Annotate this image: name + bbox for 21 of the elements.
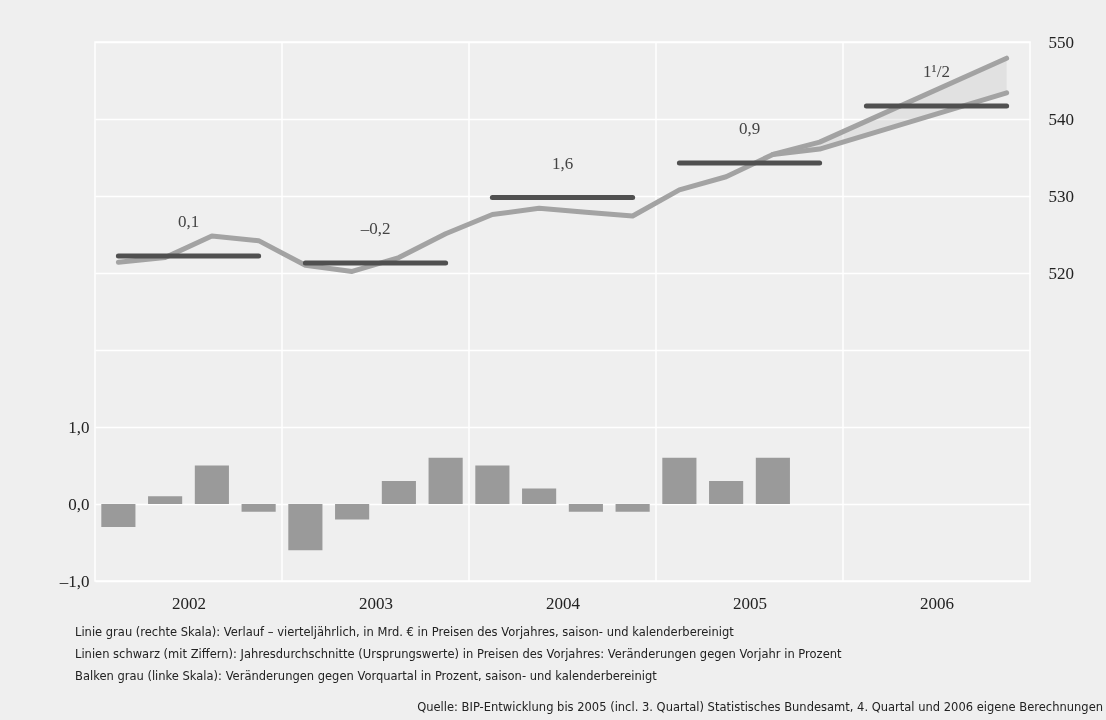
y2-tick-label: 550 xyxy=(1048,32,1074,52)
text: Balken grau (linke Skala): Veränderungen gegen Vorquartal in Prozent, saison- und kalenderbereinigt xyxy=(75,669,658,683)
text: Linie grau (rechte Skala): Verlauf – vierteljährlich, in Mrd. € in Preisen des Vorjahres, saison- und kalenderbereinigt xyxy=(75,625,735,639)
y2-tick-label: 530 xyxy=(1048,186,1074,206)
text: Linien schwarz (mit Ziffern): Jahresdurchschnitte (Ursprungswerte) in Preisen des Vorjahres: Veränderungen gegen Vorjahr in Prozent xyxy=(75,647,842,661)
x-tick-label: 2003 xyxy=(359,593,393,613)
x-tick-label: 2002 xyxy=(172,593,206,613)
series-label: 0,1 xyxy=(177,212,200,232)
series-label: 1,6 xyxy=(551,153,574,173)
x-tick-label: 2006 xyxy=(920,593,954,613)
x-tick-label: 2004 xyxy=(546,593,581,613)
y-tick-label: 0,0 xyxy=(68,494,90,514)
series-label: 0,9 xyxy=(738,118,761,138)
series-label: 1¹/2 xyxy=(923,61,950,81)
x-tick-label: 2005 xyxy=(733,593,767,613)
source-note: Quelle: BIP-Entwicklung bis 2005 (incl. 3. Quartal) Statistisches Bundesamt, 4. Quartal und 2006 eigene Berechnungen xyxy=(417,700,1103,714)
y2-tick-label: 540 xyxy=(1048,109,1074,129)
series-label: –0,2 xyxy=(359,218,391,238)
y-tick-label: –1,0 xyxy=(58,571,90,591)
y2-tick-label: 520 xyxy=(1048,263,1074,283)
y-tick-label: 1,0 xyxy=(68,417,90,437)
